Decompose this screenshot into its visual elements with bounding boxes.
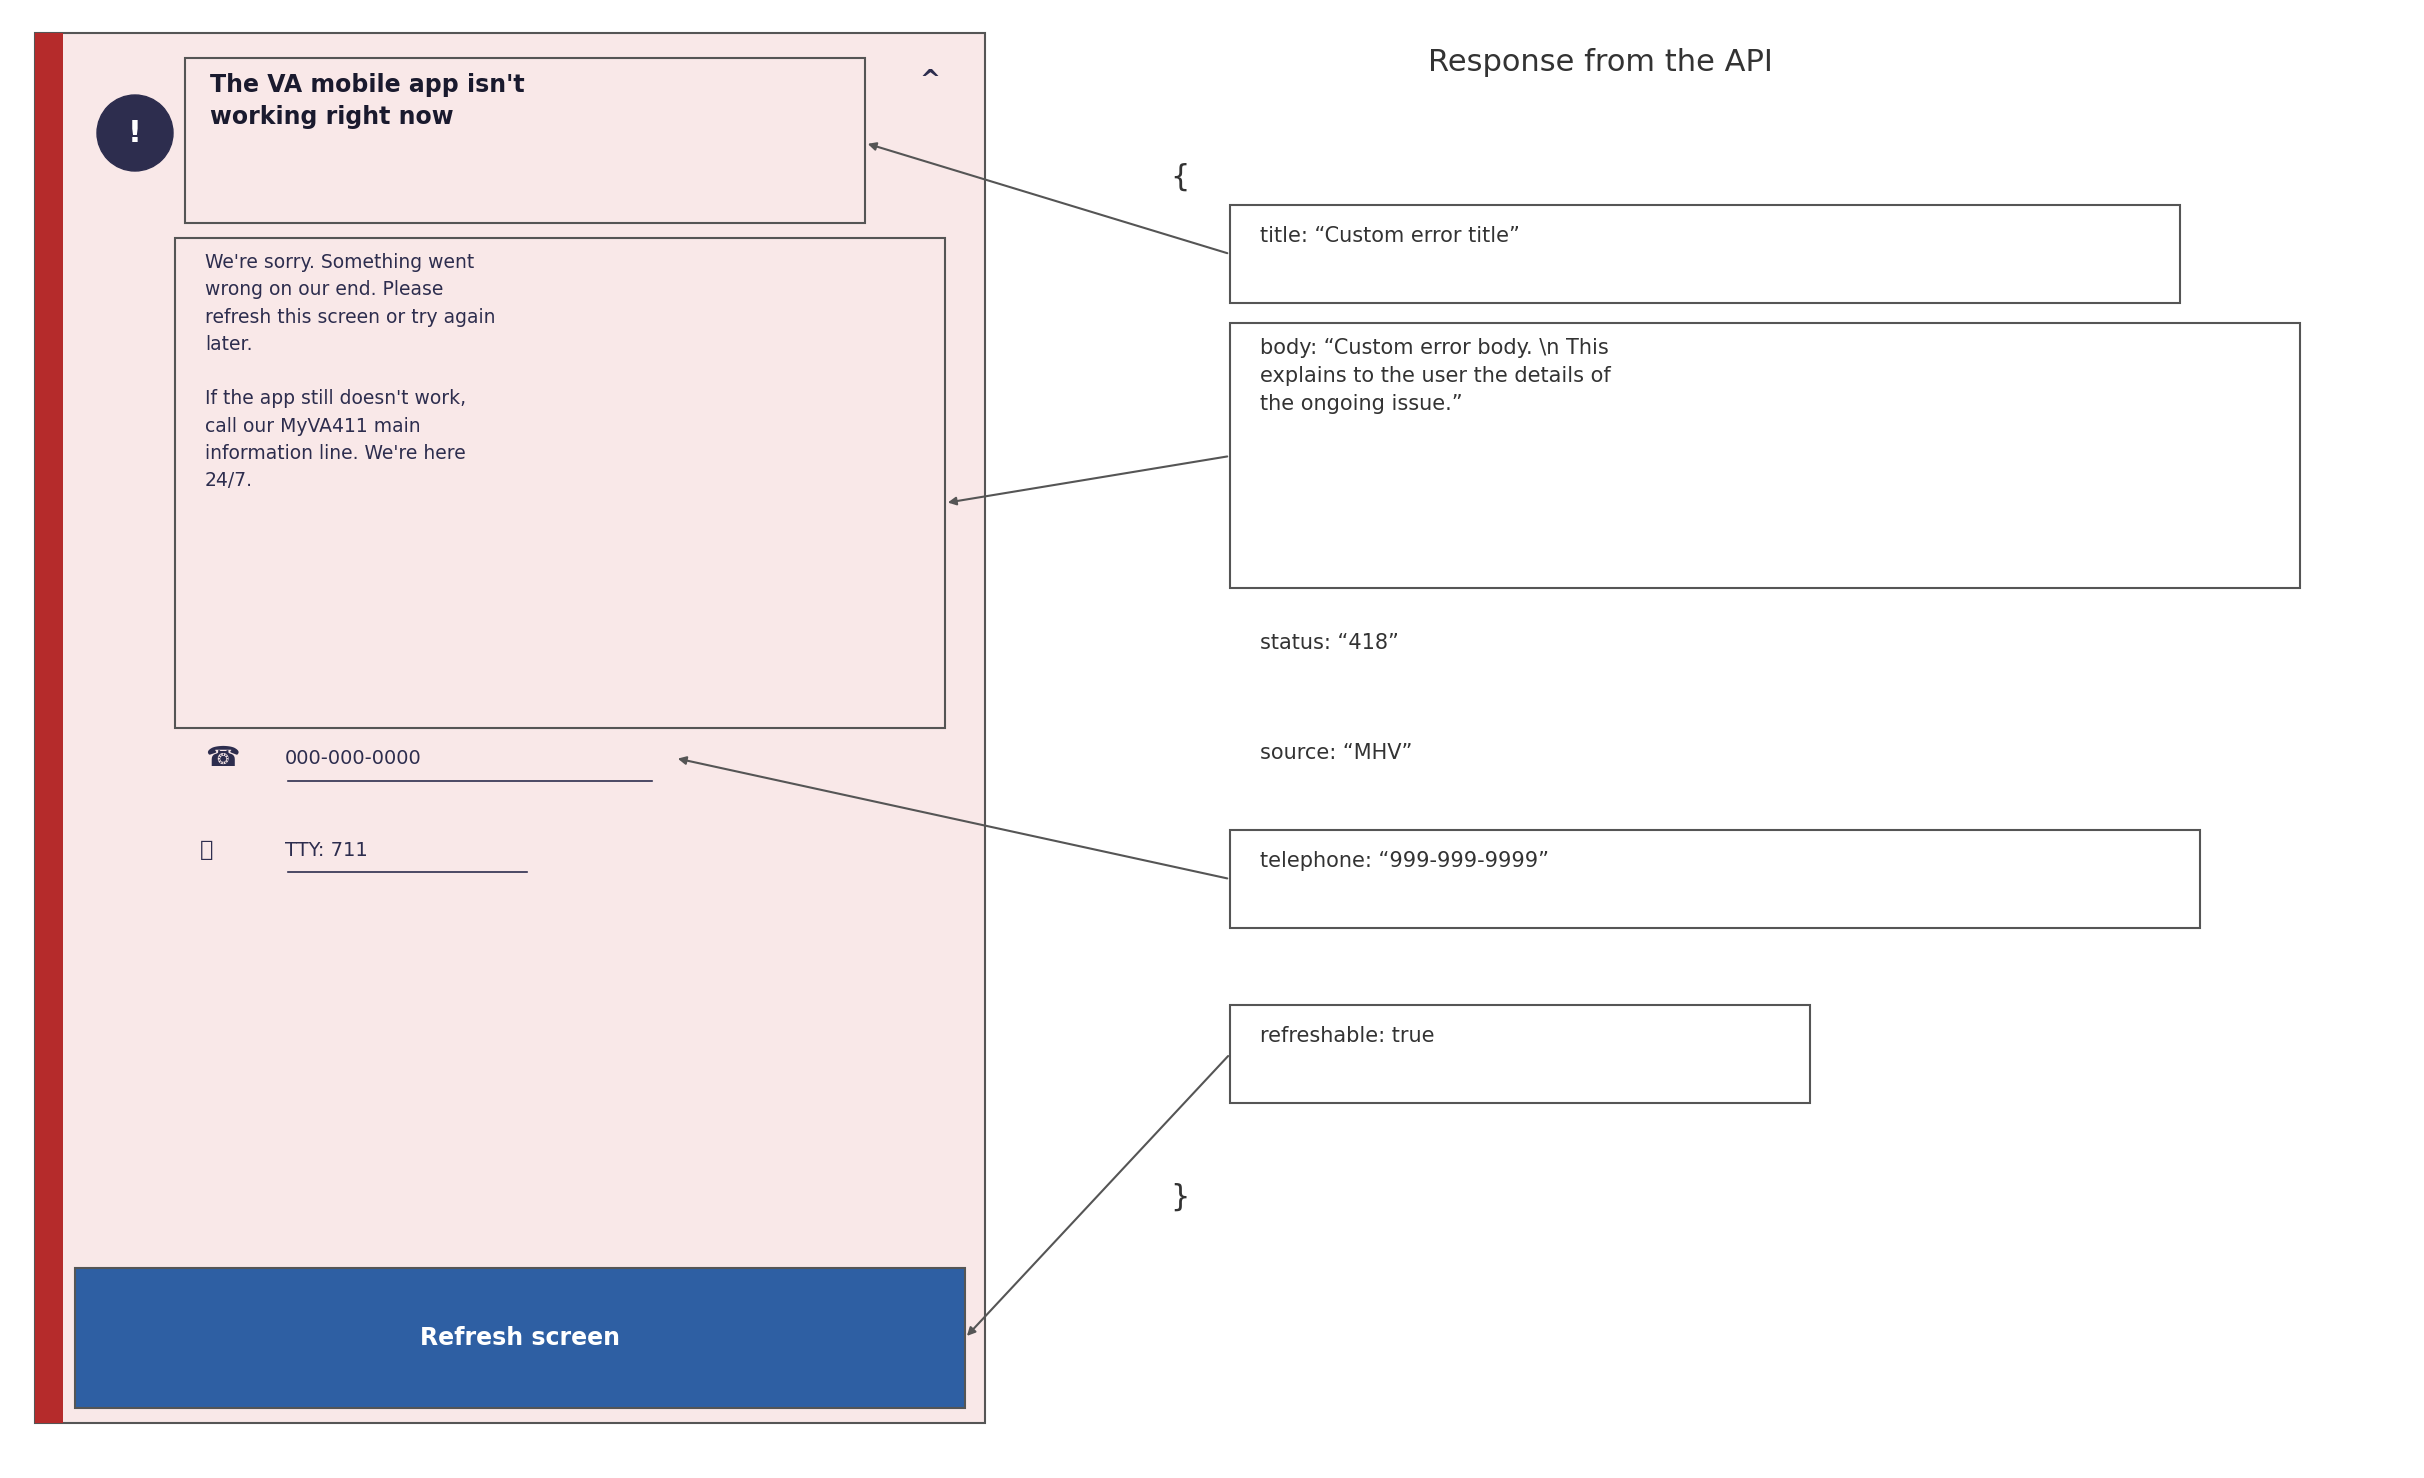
Text: {: { — [1171, 163, 1190, 192]
FancyBboxPatch shape — [175, 238, 945, 729]
Text: source: “MHV”: source: “MHV” — [1260, 743, 1413, 763]
Text: We're sorry. Something went
wrong on our end. Please
refresh this screen or try : We're sorry. Something went wrong on our… — [206, 253, 494, 491]
Text: The VA mobile app isn't
working right now: The VA mobile app isn't working right no… — [211, 72, 524, 129]
Text: ☎: ☎ — [206, 743, 240, 772]
Text: refreshable: true: refreshable: true — [1260, 1026, 1435, 1046]
Text: Refresh screen: Refresh screen — [419, 1326, 621, 1349]
FancyBboxPatch shape — [1229, 1005, 1811, 1103]
Text: status: “418”: status: “418” — [1260, 633, 1399, 653]
Text: title: “Custom error title”: title: “Custom error title” — [1260, 226, 1520, 245]
FancyBboxPatch shape — [1229, 831, 2201, 928]
FancyBboxPatch shape — [34, 33, 63, 1423]
Text: ^: ^ — [919, 68, 941, 92]
Text: !: ! — [128, 118, 143, 148]
FancyBboxPatch shape — [1229, 205, 2179, 303]
Text: Response from the API: Response from the API — [1428, 47, 1772, 77]
Text: telephone: “999-999-9999”: telephone: “999-999-9999” — [1260, 851, 1549, 871]
FancyBboxPatch shape — [184, 58, 865, 223]
Text: 000-000-0000: 000-000-0000 — [286, 748, 422, 767]
Text: 📟: 📟 — [201, 840, 213, 860]
Text: TTY: 711: TTY: 711 — [286, 841, 368, 860]
Text: body: “Custom error body. \n This
explains to the user the details of
the ongoin: body: “Custom error body. \n This explai… — [1260, 338, 1612, 414]
FancyBboxPatch shape — [1229, 324, 2300, 588]
Circle shape — [97, 95, 172, 171]
FancyBboxPatch shape — [75, 1268, 965, 1409]
Text: }: } — [1171, 1182, 1190, 1212]
FancyBboxPatch shape — [34, 33, 984, 1423]
